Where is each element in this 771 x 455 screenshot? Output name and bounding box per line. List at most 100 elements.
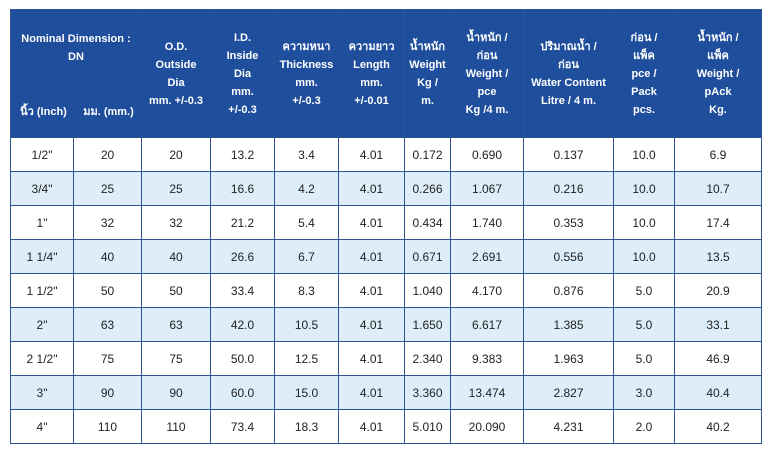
cell-outside-dia: 75 [141,341,211,376]
cell-water-content: 0.876 [523,273,614,308]
cell-mm: 40 [73,239,142,274]
cell-weight-per-m: 5.010 [404,409,451,444]
table-body: 1/2" 20 20 13.2 3.4 4.01 0.172 0.690 0.137 10.0 6.… [10,137,762,444]
cell-pce-per-pack: 10.0 [613,137,675,172]
cell-mm: 75 [73,341,142,376]
cell-weight-per-pce: 20.090 [450,409,524,444]
cell-inch: 1 1/4" [10,239,74,274]
cell-mm: 90 [73,375,142,410]
cell-pce-per-pack: 5.0 [613,273,675,308]
header-line: Kg / [417,76,438,89]
cell-weight-per-m: 0.671 [404,239,451,274]
header-line: I.D. [233,31,252,44]
cell-weight-per-pack: 13.5 [674,239,762,274]
header-line: ความหนา [282,40,331,53]
header-line: Dia [233,67,252,80]
cell-mm: 32 [73,205,142,240]
header-line: mm. [360,76,383,89]
cell-outside-dia: 25 [141,171,211,206]
cell-outside-dia: 32 [141,205,211,240]
cell-water-content: 0.353 [523,205,614,240]
cell-inside-dia: 60.0 [210,375,275,410]
cell-thickness: 6.7 [274,239,339,274]
cell-water-content: 4.231 [523,409,614,444]
cell-pce-per-pack: 2.0 [613,409,675,444]
table-row: 1 1/4" 40 40 26.6 6.7 4.01 0.671 2.691 0.556 10.0… [10,239,762,274]
header-line: Weight [409,58,446,71]
cell-weight-per-pce: 1.067 [450,171,524,206]
header-line: mm. +/-0.3 [148,94,204,107]
cell-water-content: 0.137 [523,137,614,172]
cell-weight-per-m: 2.340 [404,341,451,376]
table-row: 2" 63 63 42.0 10.5 4.01 1.650 6.617 1.385 5.0 33.1 [10,307,762,342]
header-length: ความยาว Length mm. +/-0.01 [338,9,405,138]
header-outside-dia: O.D. Outside Dia mm. +/-0.3 [141,9,211,138]
header-row: Nominal Dimension : DN นิ้ว (Inch) มม. (… [10,9,762,138]
cell-mm: 25 [73,171,142,206]
pipe-spec-table: Nominal Dimension : DN นิ้ว (Inch) มม. (… [10,9,762,444]
cell-weight-per-pack: 40.4 [674,375,762,410]
header-mm: มม. (mm.) [83,106,134,118]
cell-length: 4.01 [338,137,405,172]
cell-length: 4.01 [338,409,405,444]
cell-weight-per-pack: 10.7 [674,171,762,206]
cell-length: 4.01 [338,341,405,376]
cell-outside-dia: 40 [141,239,211,274]
header-nominal-dimension: Nominal Dimension : DN นิ้ว (Inch) มม. (… [10,9,142,138]
cell-inch: 1" [10,205,74,240]
cell-mm: 110 [73,409,142,444]
cell-thickness: 8.3 [274,273,339,308]
header-line: Weight / [696,67,740,80]
cell-inside-dia: 73.4 [210,409,275,444]
header-line: Outside [155,58,197,71]
header-line: Thickness [279,58,334,71]
cell-thickness: 12.5 [274,341,339,376]
cell-water-content: 0.216 [523,171,614,206]
cell-outside-dia: 90 [141,375,211,410]
cell-water-content: 1.385 [523,307,614,342]
header-thickness: ความหนา Thickness mm. +/-0.3 [274,9,339,138]
header-line: Weight / [465,67,509,80]
cell-weight-per-pce: 0.690 [450,137,524,172]
header-line: Water Content [531,76,606,89]
header-line: O.D. [164,40,188,53]
cell-thickness: 10.5 [274,307,339,342]
cell-length: 4.01 [338,375,405,410]
cell-length: 4.01 [338,239,405,274]
cell-weight-per-pack: 6.9 [674,137,762,172]
header-line: Litre / 4 m. [540,94,597,107]
cell-inside-dia: 16.6 [210,171,275,206]
table-row: 2 1/2" 75 75 50.0 12.5 4.01 2.340 9.383 1.963 5.0… [10,341,762,376]
header-line: ก่อน / [630,31,658,44]
cell-inside-dia: 26.6 [210,239,275,274]
cell-outside-dia: 110 [141,409,211,444]
cell-weight-per-m: 1.040 [404,273,451,308]
cell-mm: 50 [73,273,142,308]
cell-weight-per-m: 1.650 [404,307,451,342]
header-line: pAck [704,85,732,98]
cell-inside-dia: 21.2 [210,205,275,240]
header-line: mm. [295,76,318,89]
table-row: 3/4" 25 25 16.6 4.2 4.01 0.266 1.067 0.216 10.0 10… [10,171,762,206]
cell-water-content: 0.556 [523,239,614,274]
header-line: mm. [231,85,254,98]
table-row: 4" 110 110 73.4 18.3 4.01 5.010 20.090 4.231 2.0 4… [10,409,762,444]
header-water-content: ปริมาณน้ำ / ก่อน Water Content Litre / 4… [523,9,614,138]
header-line: +/-0.01 [354,94,389,107]
cell-mm: 20 [73,137,142,172]
cell-pce-per-pack: 5.0 [613,307,675,342]
cell-weight-per-pce: 2.691 [450,239,524,274]
cell-length: 4.01 [338,171,405,206]
cell-weight-per-pack: 33.1 [674,307,762,342]
cell-weight-per-pack: 46.9 [674,341,762,376]
header-line: ปริมาณน้ำ / [540,40,597,53]
header-line: +/-0.3 [292,94,321,107]
header-line: ก่อน [558,58,579,71]
header-line: +/-0.3 [228,103,257,116]
header-line: pce / [631,67,657,80]
header-line: pcs. [632,103,655,116]
cell-outside-dia: 50 [141,273,211,308]
header-line: Kg /4 m. [465,103,509,116]
table-row: 1" 32 32 21.2 5.4 4.01 0.434 1.740 0.353 10.0 17.4 [10,205,762,240]
header-line: pce [477,85,497,98]
